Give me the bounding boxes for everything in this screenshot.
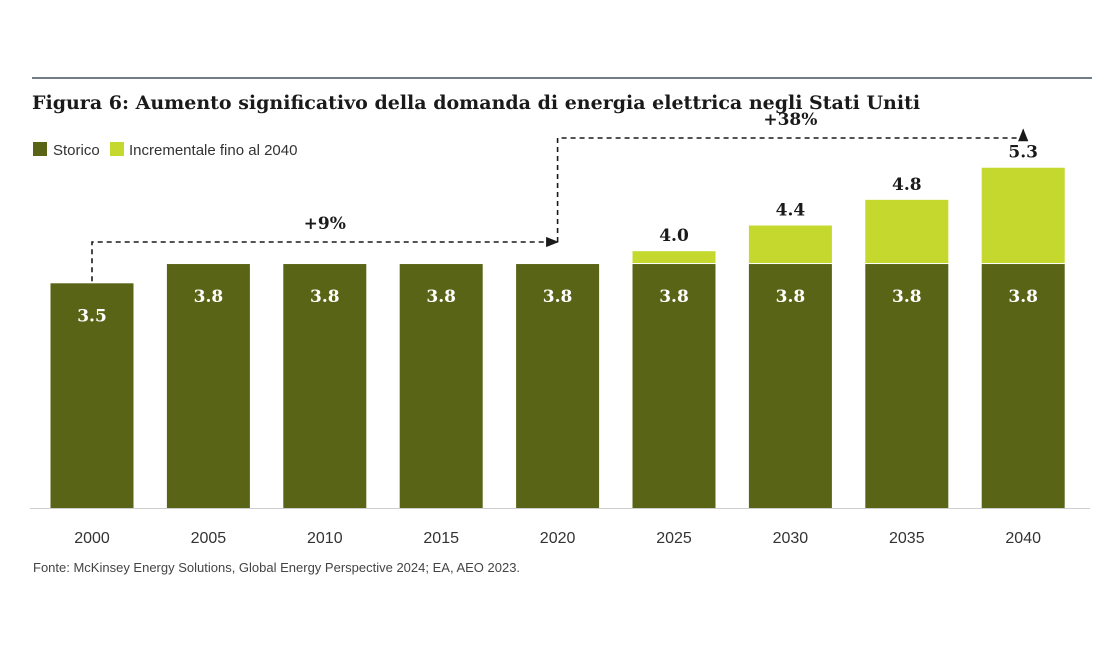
bars-group: 3.5 3.8 3.8 3.8 3.8 3.8 4.0 3.8 4.4 3.8 4.8 3.8 5.3 <box>30 143 1090 509</box>
growth-arrow-1 <box>91 236 559 282</box>
value-label-total-2025: 4.0 <box>659 226 689 246</box>
value-label-total-2035: 4.8 <box>892 175 922 195</box>
value-label-storico-2020: 3.8 <box>543 287 573 307</box>
bar-storico-2040 <box>981 264 1065 508</box>
x-tick-2025: 2025 <box>656 530 692 547</box>
value-label-storico-2010: 3.8 <box>310 287 340 307</box>
bar-incrementale-2030 <box>748 225 832 264</box>
bar-storico-2030 <box>748 264 832 508</box>
x-tick-2000: 2000 <box>74 530 110 547</box>
value-label-storico-2035: 3.8 <box>892 287 922 307</box>
x-axis-ticks: 2000 2005 2010 2015 2020 2025 2030 2035 2040 <box>74 530 1041 547</box>
value-label-storico-2000: 3.5 <box>77 306 107 326</box>
bar-incrementale-2025 <box>632 251 716 264</box>
value-label-storico-2040: 3.8 <box>1008 287 1038 307</box>
bar-storico-2020 <box>516 264 600 508</box>
growth-label-2: +38% <box>763 110 817 130</box>
legend-label-storico: Storico <box>53 142 100 159</box>
x-tick-2035: 2035 <box>889 530 925 547</box>
bar-storico-2010 <box>283 264 367 508</box>
x-tick-2005: 2005 <box>191 530 227 547</box>
bar-storico-2015 <box>399 264 483 508</box>
value-label-total-2040: 5.3 <box>1008 143 1038 163</box>
legend: Storico Incrementale fino al 2040 <box>33 142 297 159</box>
growth-arrow-2 <box>556 128 1029 242</box>
x-tick-2015: 2015 <box>423 530 459 547</box>
legend-swatch-storico <box>33 142 47 156</box>
annotations-group: +9% +38% <box>91 110 1029 282</box>
source-note: Fonte: McKinsey Energy Solutions, Global… <box>33 560 520 575</box>
bar-storico-2035 <box>865 264 949 508</box>
bar-storico-2005 <box>166 264 250 508</box>
value-label-storico-2025: 3.8 <box>659 287 689 307</box>
value-label-storico-2030: 3.8 <box>776 287 806 307</box>
x-tick-2040: 2040 <box>1005 530 1041 547</box>
chart-title: Figura 6: Aumento significativo della do… <box>32 92 920 114</box>
growth-label-1: +9% <box>304 214 346 234</box>
legend-label-incrementale: Incrementale fino al 2040 <box>129 142 297 159</box>
bar-incrementale-2035 <box>865 199 949 264</box>
x-tick-2010: 2010 <box>307 530 343 547</box>
value-label-storico-2005: 3.8 <box>194 287 224 307</box>
value-label-storico-2015: 3.8 <box>426 287 456 307</box>
bar-storico-2025 <box>632 264 716 508</box>
value-label-total-2030: 4.4 <box>776 201 806 221</box>
x-tick-2020: 2020 <box>540 530 576 547</box>
bar-storico-2000 <box>50 283 134 508</box>
x-tick-2030: 2030 <box>773 530 809 547</box>
bar-incrementale-2040 <box>981 167 1065 264</box>
legend-swatch-incrementale <box>110 142 124 156</box>
